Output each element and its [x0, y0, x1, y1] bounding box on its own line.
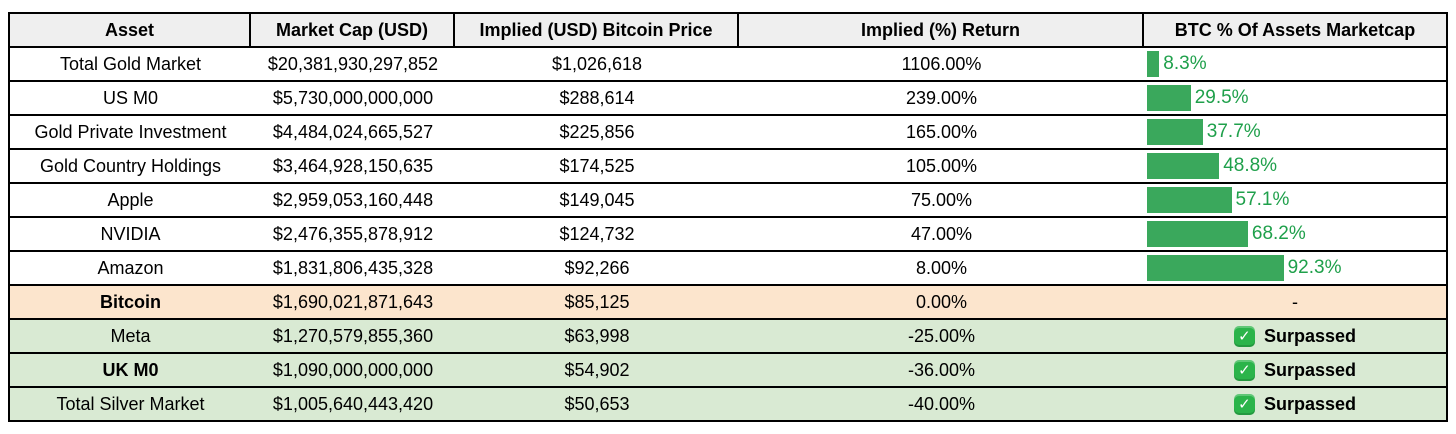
btc-share-bar-label: 8.3% [1163, 53, 1207, 74]
cell-implied-price: $149,045 [559, 189, 635, 210]
cell-asset: Meta [110, 325, 151, 346]
cell-market-cap: $1,090,000,000,000 [272, 359, 434, 380]
cell-implied-return: 75.00% [910, 189, 973, 210]
btc-share-bar-label: 48.8% [1223, 155, 1278, 176]
cell-implied-return: -25.00% [907, 325, 976, 346]
btc-share-bar-label: 68.2% [1251, 223, 1306, 244]
cell-market-cap: $1,690,021,871,643 [272, 291, 434, 312]
check-icon: ✓ [1233, 359, 1255, 381]
cell-market-cap: $1,005,640,443,420 [272, 393, 434, 414]
surpassed-label: Surpassed [1263, 393, 1357, 414]
cell-market-cap: $20,381,930,297,852 [267, 53, 439, 74]
cell-btc-pct: 48.8% [1144, 150, 1446, 182]
btc-share-bar-label: 57.1% [1235, 189, 1290, 210]
cell-btc-pct: 57.1% [1144, 184, 1446, 216]
cell-asset: Amazon [97, 257, 164, 278]
table-row: Meta $1,270,579,855,360 $63,998 -25.00% ✓ Sur… [10, 318, 1446, 352]
btc-share-bar-label: 29.5% [1194, 87, 1249, 108]
table-header-row: Asset Market Cap (USD) Implied (USD) Bit… [10, 14, 1446, 48]
cell-implied-price: $92,266 [564, 257, 630, 278]
table-row: US M0 $5,730,000,000,000 $288,614 239.00% 29… [10, 80, 1446, 114]
btc-share-bar [1147, 221, 1248, 247]
cell-implied-return: -40.00% [907, 393, 976, 414]
cell-implied-price: $85,125 [564, 291, 630, 312]
table-row: Bitcoin $1,690,021,871,643 $85,125 0.00% - [10, 284, 1446, 318]
cell-implied-price: $174,525 [559, 155, 635, 176]
asset-comparison-table: Asset Market Cap (USD) Implied (USD) Bit… [8, 12, 1448, 422]
cell-implied-return: 8.00% [915, 257, 968, 278]
cell-market-cap: $2,476,355,878,912 [272, 223, 434, 244]
table-row: NVIDIA $2,476,355,878,912 $124,732 47.00% 68… [10, 216, 1446, 250]
cell-implied-price: $1,026,618 [551, 53, 643, 74]
cell-btc-pct: 8.3% [1144, 48, 1446, 80]
check-icon: ✓ [1233, 393, 1255, 415]
col-header-asset: Asset [10, 14, 251, 46]
cell-asset: Bitcoin [100, 291, 161, 312]
btc-share-bar [1147, 119, 1203, 145]
cell-market-cap: $5,730,000,000,000 [272, 87, 434, 108]
cell-market-cap: $2,959,053,160,448 [272, 189, 434, 210]
table-row: Gold Country Holdings $3,464,928,150,635 $… [10, 148, 1446, 182]
cell-implied-price: $124,732 [559, 223, 635, 244]
cell-implied-price: $225,856 [559, 121, 635, 142]
cell-asset: Total Silver Market [56, 393, 205, 414]
surpassed-label: Surpassed [1263, 359, 1357, 380]
surpassed-label: Surpassed [1263, 325, 1357, 346]
cell-btc-pct: 29.5% [1144, 82, 1446, 114]
cell-asset: Apple [107, 189, 154, 210]
cell-market-cap: $4,484,024,665,527 [272, 121, 434, 142]
btc-share-bar [1147, 187, 1232, 213]
cell-btc-pct: - [1292, 291, 1298, 312]
btc-share-bar [1147, 85, 1191, 111]
cell-implied-return: -36.00% [907, 359, 976, 380]
check-icon: ✓ [1233, 325, 1255, 347]
cell-btc-pct: 37.7% [1144, 116, 1446, 148]
table-row: Total Silver Market $1,005,640,443,420 $50… [10, 386, 1446, 420]
cell-implied-price: $50,653 [564, 393, 630, 414]
table-body: Total Gold Market $20,381,930,297,852 $1,0… [10, 48, 1446, 420]
btc-share-bar [1147, 153, 1220, 179]
btc-share-bar-label: 92.3% [1287, 257, 1342, 278]
cell-asset: NVIDIA [100, 223, 161, 244]
cell-asset: Total Gold Market [59, 53, 202, 74]
col-header-btc-pct: BTC % Of Assets Marketcap [1174, 19, 1416, 40]
cell-btc-pct: ✓ Surpassed [1144, 388, 1446, 420]
cell-implied-return: 0.00% [915, 291, 968, 312]
table-row: UK M0 $1,090,000,000,000 $54,902 -36.00% ✓ Su… [10, 352, 1446, 386]
col-header-implied-price: Implied (USD) Bitcoin Price [455, 14, 739, 46]
btc-share-bar [1147, 255, 1284, 281]
cell-btc-pct: ✓ Surpassed [1144, 320, 1446, 352]
cell-implied-return: 105.00% [905, 155, 978, 176]
cell-implied-return: 1106.00% [901, 53, 982, 74]
cell-asset: US M0 [102, 87, 158, 108]
cell-implied-return: 239.00% [905, 87, 978, 108]
cell-implied-price: $54,902 [564, 359, 630, 380]
cell-market-cap: $1,270,579,855,360 [272, 325, 434, 346]
cell-implied-return: 165.00% [905, 121, 978, 142]
cell-asset: Gold Country Holdings [39, 155, 222, 176]
col-header-implied-return: Implied (%) Return [739, 14, 1144, 46]
cell-implied-return: 47.00% [910, 223, 973, 244]
btc-share-bar-label: 37.7% [1206, 121, 1261, 142]
cell-market-cap: $1,831,806,435,328 [272, 257, 434, 278]
cell-btc-pct: 92.3% [1144, 252, 1446, 284]
table-row: Gold Private Investment $4,484,024,665,52… [10, 114, 1446, 148]
col-header-market-cap: Market Cap (USD) [251, 14, 455, 46]
cell-implied-price: $288,614 [559, 87, 635, 108]
cell-btc-pct: 68.2% [1144, 218, 1446, 250]
btc-share-bar [1147, 51, 1160, 77]
table-row: Amazon $1,831,806,435,328 $92,266 8.00% 92.3… [10, 250, 1446, 284]
cell-implied-price: $63,998 [564, 325, 630, 346]
cell-asset: Gold Private Investment [34, 121, 227, 142]
cell-asset: UK M0 [102, 359, 159, 380]
table-row: Total Gold Market $20,381,930,297,852 $1,0… [10, 48, 1446, 80]
cell-market-cap: $3,464,928,150,635 [272, 155, 434, 176]
table-row: Apple $2,959,053,160,448 $149,045 75.00% 57.… [10, 182, 1446, 216]
cell-btc-pct: ✓ Surpassed [1144, 354, 1446, 386]
